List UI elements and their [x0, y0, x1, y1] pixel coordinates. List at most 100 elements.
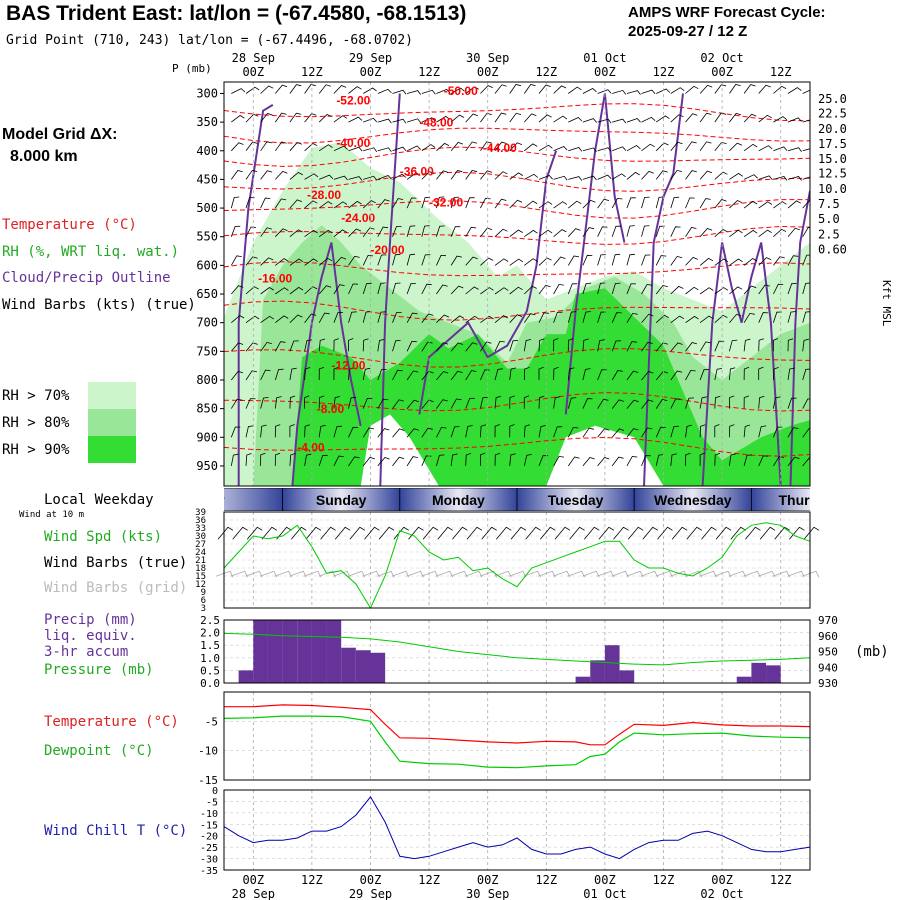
- wind-barb: [377, 254, 387, 266]
- wind-barb: [773, 228, 787, 237]
- wind-barb: [406, 399, 420, 409]
- wind-barb: [392, 340, 401, 352]
- wind-barb: [670, 370, 683, 381]
- grid-wind-barb: [406, 570, 424, 578]
- wind-barb: [787, 311, 796, 323]
- wind-barb: [421, 427, 433, 438]
- top-time-tick-label: 12Z: [653, 65, 675, 79]
- wind-barb: [436, 314, 450, 323]
- wind-barb: [626, 90, 641, 95]
- wind-barb: [787, 176, 802, 181]
- precip-bar: [590, 660, 605, 683]
- wind-barb: [231, 315, 245, 324]
- wind-barb: [626, 171, 640, 180]
- wind-barb: [348, 396, 357, 409]
- true-wind-barb: [701, 526, 717, 540]
- wind-barb: [494, 84, 507, 94]
- wind-barb: [743, 113, 757, 123]
- top-time-tick-label: 12Z: [301, 65, 323, 79]
- wind-barb: [318, 84, 331, 94]
- wind-barb: [377, 282, 386, 295]
- cross-section-fields: [224, 84, 810, 486]
- wind-barb: [450, 426, 460, 438]
- wind-barb: [260, 141, 272, 152]
- wind-barb: [685, 227, 697, 237]
- grid-wind-barb: [552, 570, 571, 578]
- wind-barb: [611, 253, 621, 266]
- wind-barb: [773, 396, 781, 409]
- wind-barb: [670, 453, 677, 466]
- dewpoint-label: Dewpoint (°C): [44, 743, 154, 759]
- wind-barb: [802, 199, 810, 209]
- wind-barb: [406, 370, 419, 381]
- wind-barb: [553, 455, 565, 467]
- precip-bar: [355, 650, 371, 683]
- wind-barb: [758, 201, 773, 209]
- wind-speed-tick-label: 39: [195, 508, 206, 518]
- true-wind-barb: [393, 526, 410, 540]
- wind-barb: [612, 89, 627, 95]
- wind-barb: [611, 456, 624, 467]
- wind-barb: [406, 197, 417, 209]
- wind-barb: [524, 229, 538, 238]
- wind-barb: [787, 283, 797, 295]
- wind-speed-tick-label: 30: [195, 532, 206, 542]
- wind-barb: [450, 87, 465, 94]
- wind-barb: [714, 424, 720, 438]
- wind-barb: [553, 396, 561, 409]
- bottom-date-label: 02 Oct: [700, 887, 743, 900]
- wind-barb: [714, 368, 723, 381]
- wind-barb: [494, 395, 502, 409]
- wind-barb: [480, 424, 487, 438]
- wind-barb: [538, 366, 544, 380]
- wind-barb: [773, 283, 784, 295]
- wind-barb: [773, 201, 787, 209]
- wind-barb: [758, 145, 773, 152]
- wind-barb: [568, 176, 583, 181]
- wind-barb: [714, 229, 728, 238]
- wind-barb: [406, 118, 422, 123]
- temperature-label: Temperature (°C): [44, 714, 179, 730]
- wind-barb: [274, 141, 287, 152]
- wind-barb: [787, 227, 800, 237]
- pressure-tick-label: 950: [196, 459, 218, 473]
- wind-barb: [304, 339, 312, 352]
- legend-temperature: Temperature (°C): [2, 217, 137, 233]
- wind-barb: [333, 284, 345, 295]
- temperature-contour: [224, 171, 810, 192]
- wind-barb: [597, 118, 612, 124]
- wind-barb: [392, 89, 407, 95]
- precip-bar: [238, 670, 254, 683]
- wind-barb: [523, 424, 531, 438]
- wind-barb: [641, 371, 654, 381]
- true-wind-barb: [364, 526, 380, 540]
- bottom-time-tick-label: 12Z: [653, 873, 675, 887]
- wind-barb: [260, 113, 273, 123]
- true-wind-barb: [789, 526, 805, 540]
- wind-barb: [231, 142, 244, 152]
- wind-barb: [582, 254, 593, 266]
- wind-speed-tick-label: 6: [201, 596, 206, 606]
- wind-chill-tick-label: -25: [200, 843, 218, 854]
- wind-chill-label: Wind Chill T (°C): [44, 823, 188, 839]
- wind-barb: [245, 169, 258, 180]
- pressure-tick-label: 350: [196, 115, 218, 129]
- wind-barb: [509, 367, 516, 381]
- wind-barb: [304, 424, 310, 438]
- wind-barb: [773, 256, 785, 266]
- temperature-contour-label: -16.00: [258, 272, 292, 286]
- wind-barb: [787, 456, 800, 467]
- wind-barb: [465, 425, 473, 438]
- wind-barb: [758, 257, 772, 266]
- wind-barb: [406, 340, 417, 352]
- wind-barb: [611, 173, 626, 180]
- precip-bar: [736, 676, 752, 683]
- precip-frame: [223, 619, 811, 684]
- temperature-contour: [224, 348, 810, 368]
- wind-barb: [245, 226, 257, 237]
- wind-barb: [289, 84, 302, 94]
- rh-level-90-label: RH > 90%: [2, 442, 70, 458]
- dewpoint-line: [223, 715, 811, 769]
- height-tick-label: 20.0: [818, 122, 847, 136]
- true-wind-barb: [349, 526, 366, 540]
